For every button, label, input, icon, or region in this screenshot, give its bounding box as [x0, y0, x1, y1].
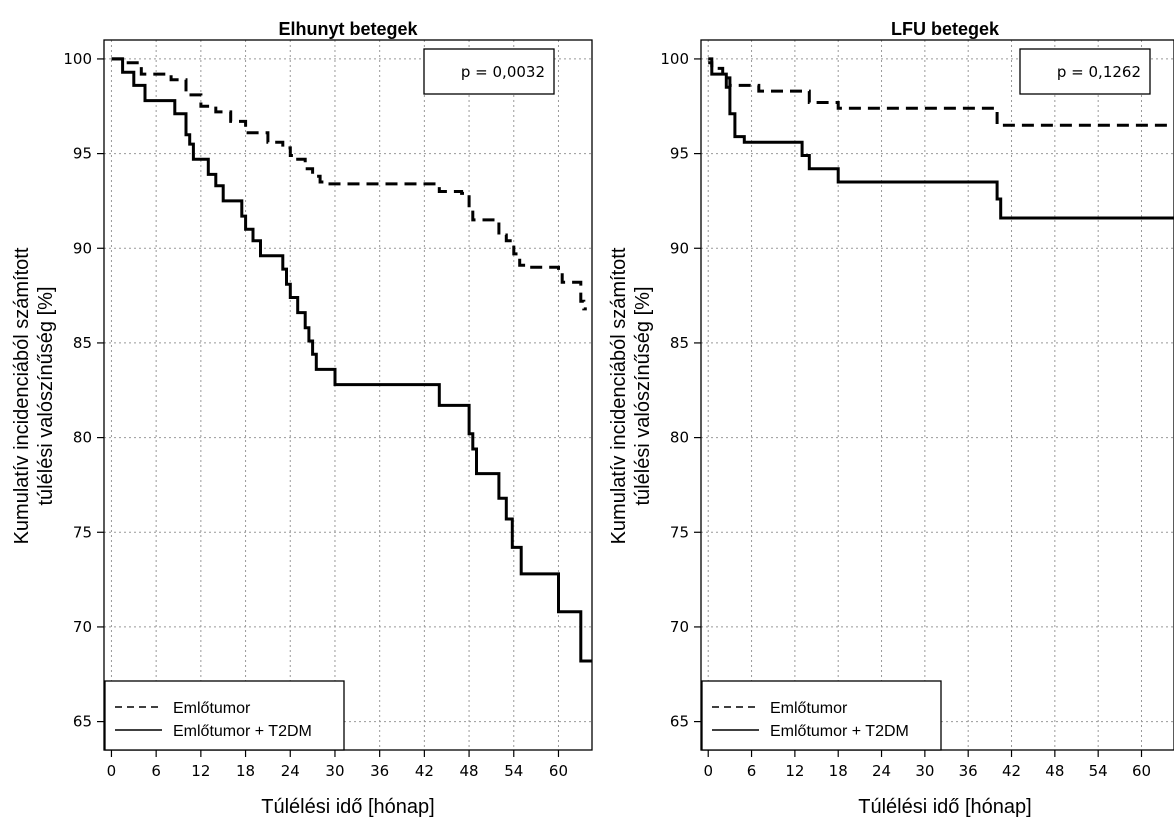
x-tick-label: 54	[504, 762, 523, 780]
y-tick-label: 80	[670, 429, 689, 447]
x-tick-label: 24	[872, 762, 891, 780]
x-tick-label: 12	[785, 762, 804, 780]
plot-frame	[103, 39, 593, 751]
plot-frame	[700, 39, 1174, 751]
chart-title: Elhunyt betegek	[278, 19, 418, 39]
y-tick-label: 90	[670, 239, 689, 257]
y-axis-label-line-1: Kumulatív incidenciából számított	[11, 247, 33, 544]
y-tick-label: 85	[670, 334, 689, 352]
x-tick-label: 18	[829, 762, 848, 780]
legend-entry-2: Emlőtumor + T2DM	[770, 723, 909, 740]
x-tick-label: 30	[325, 762, 344, 780]
x-tick-label: 36	[959, 762, 978, 780]
y-tick-label: 90	[73, 239, 92, 257]
p-value-frame	[423, 48, 555, 95]
x-tick-label: 0	[107, 762, 117, 780]
legend: Emlőtumor Emlőtumor + T2DM	[701, 680, 942, 751]
x-tick-label: 60	[549, 762, 568, 780]
x-axis: 0 6 12 18 24 30 36 42 48 54 60	[703, 750, 1151, 780]
y-tick-label: 75	[670, 523, 689, 541]
y-tick-label: 65	[670, 713, 689, 731]
series-line-emlotumor-t2dm	[111, 57, 592, 663]
y-axis-label-line-1: Kumulatív incidenciából számított	[608, 247, 630, 544]
series-lines	[111, 57, 592, 663]
series-lines	[708, 57, 1174, 220]
x-tick-label: 54	[1089, 762, 1108, 780]
grid	[701, 40, 1174, 750]
y-tick-label: 95	[73, 145, 92, 163]
p-value-text: p = 0,0032	[461, 63, 545, 81]
x-tick-label: 30	[915, 762, 934, 780]
series-line-emlotumor	[111, 57, 587, 311]
x-tick-label: 0	[703, 762, 713, 780]
x-tick-label: 48	[1045, 762, 1064, 780]
legend-frame	[104, 680, 345, 751]
x-tick-label: 18	[236, 762, 255, 780]
y-axis: 65 70 75 80 85 90 95 100	[63, 50, 104, 731]
chart-panel-lfu: LFU betegek Kumulatív incidenciából szám…	[608, 19, 1174, 817]
legend-frame	[701, 680, 942, 751]
series-line-emlotumor-t2dm	[708, 61, 1174, 220]
legend-entry-1: Emlőtumor	[770, 700, 848, 717]
x-tick-label: 42	[415, 762, 434, 780]
x-tick-label: 36	[370, 762, 389, 780]
x-tick-label: 60	[1132, 762, 1151, 780]
y-tick-label: 70	[670, 618, 689, 636]
legend-entry-2: Emlőtumor + T2DM	[173, 723, 312, 740]
y-tick-label: 95	[670, 145, 689, 163]
x-axis-label: Túlélési idő [hónap]	[261, 796, 434, 817]
y-axis: 65 70 75 80 85 90 95 100	[660, 50, 701, 731]
x-tick-label: 48	[460, 762, 479, 780]
y-tick-label: 85	[73, 334, 92, 352]
y-tick-label: 100	[63, 50, 92, 68]
legend-entry-1: Emlőtumor	[173, 700, 251, 717]
x-tick-label: 12	[191, 762, 210, 780]
grid	[104, 40, 592, 750]
chart-panel-elhunyt: Elhunyt betegek Kumulatív incidenciából …	[11, 19, 593, 817]
y-tick-label: 70	[73, 618, 92, 636]
p-value-box: p = 0,0032	[423, 48, 555, 95]
x-axis: 0 6 12 18 24 30 36 42 48 54 60	[107, 750, 568, 780]
y-tick-label: 75	[73, 523, 92, 541]
p-value-text: p = 0,1262	[1057, 63, 1141, 81]
y-axis-label-line-2: túlélési valószínűség [%]	[632, 286, 654, 505]
x-tick-label: 6	[151, 762, 161, 780]
p-value-frame	[1019, 48, 1151, 95]
chart-title: LFU betegek	[891, 19, 1000, 39]
legend: Emlőtumor Emlőtumor + T2DM	[104, 680, 345, 751]
x-tick-label: 6	[747, 762, 757, 780]
y-tick-label: 80	[73, 429, 92, 447]
x-axis-label: Túlélési idő [hónap]	[858, 796, 1031, 817]
p-value-box: p = 0,1262	[1019, 48, 1151, 95]
series-line-emlotumor	[708, 57, 1174, 127]
y-axis-label-line-2: túlélési valószínűség [%]	[35, 286, 57, 505]
x-tick-label: 24	[281, 762, 300, 780]
y-tick-label: 65	[73, 713, 92, 731]
x-tick-label: 42	[1002, 762, 1021, 780]
y-tick-label: 100	[660, 50, 689, 68]
